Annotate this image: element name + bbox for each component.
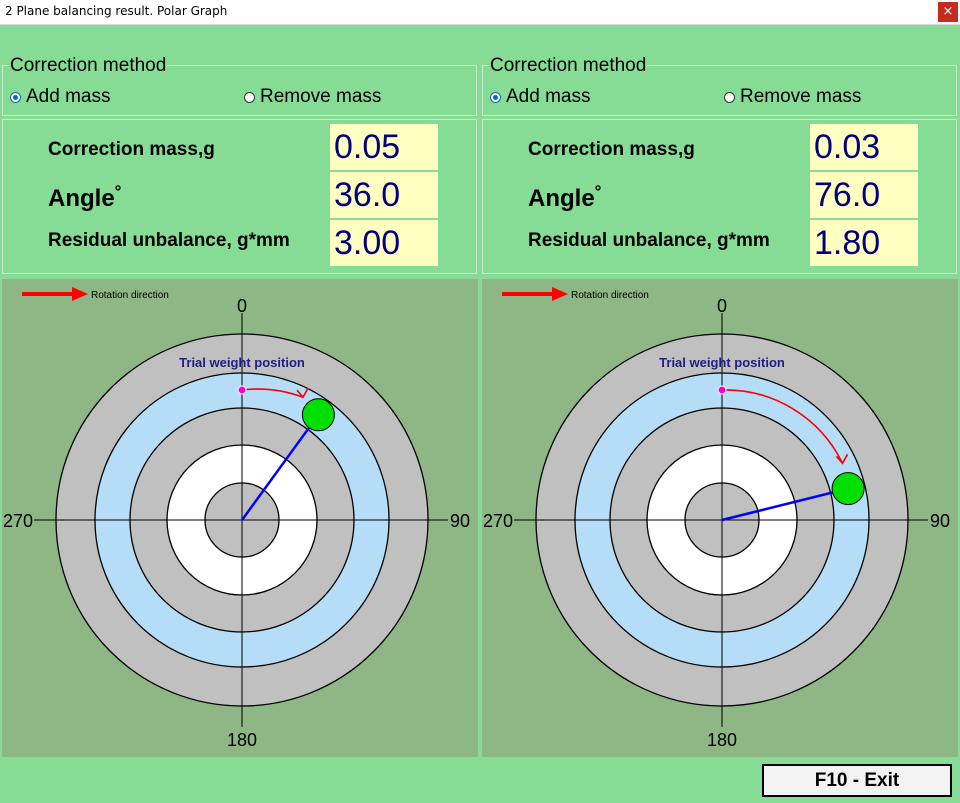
- plane-2-panel: Correction method Add mass Remove mass C…: [480, 25, 958, 758]
- rotation-arc-arrowhead-icon: [296, 387, 309, 399]
- remove-mass-radio[interactable]: Remove mass: [724, 86, 861, 108]
- correction-vector: [240, 414, 320, 521]
- trial-weight-label: Trial weight position: [179, 355, 305, 370]
- radio-unchecked-icon: [244, 91, 255, 103]
- radio-checked-icon: [490, 91, 501, 103]
- rotation-direction-label: Rotation direction: [91, 290, 169, 301]
- remove-mass-radio[interactable]: Remove mass: [244, 86, 381, 108]
- add-mass-radio[interactable]: Add mass: [490, 86, 590, 108]
- radio-checked-icon: [10, 91, 21, 103]
- window-title: 2 Plane balancing result. Polar Graph: [5, 4, 228, 18]
- residual-unbalance-value: 3.00: [330, 220, 438, 266]
- angle-value: 36.0: [330, 172, 438, 218]
- polar-graph: Rotation direction 0 90 180 270 Trial weight …: [482, 279, 958, 757]
- axis-label-0: 0: [237, 296, 247, 316]
- close-button[interactable]: ×: [938, 2, 958, 22]
- rotation-arc-arrowhead-icon: [835, 453, 849, 465]
- title-bar: 2 Plane balancing result. Polar Graph ×: [0, 0, 960, 25]
- axis-label-90: 90: [930, 511, 950, 531]
- polar-graph: Rotation direction 0 90 180 270 Trial weight …: [2, 279, 478, 757]
- axis-label-0: 0: [717, 296, 727, 316]
- add-mass-label: Add mass: [26, 86, 111, 107]
- axis-label-180: 180: [707, 730, 737, 750]
- correction-mass-label: Correction mass,g: [48, 139, 215, 160]
- rotation-arc: [721, 389, 844, 464]
- correction-method-title: Correction method: [489, 55, 648, 77]
- axis-label-180: 180: [227, 730, 257, 750]
- correction-mass-marker: [301, 398, 335, 432]
- exit-button[interactable]: F10 - Exit: [762, 764, 952, 797]
- rotation-direction-label: Rotation direction: [571, 290, 649, 301]
- angle-label: Angle°: [528, 182, 602, 212]
- rotation-arrowhead-icon: [72, 287, 88, 301]
- correction-mass-value: 0.03: [810, 124, 918, 170]
- correction-mass-label: Correction mass,g: [528, 139, 695, 160]
- trial-weight-label: Trial weight position: [659, 355, 785, 370]
- results-group: [2, 119, 477, 274]
- axis-label-270: 270: [483, 511, 513, 531]
- trial-weight-dot: [237, 385, 247, 395]
- remove-mass-label: Remove mass: [260, 86, 382, 107]
- radio-unchecked-icon: [724, 91, 735, 103]
- correction-method-group: [482, 65, 957, 116]
- axis-label-90: 90: [450, 511, 470, 531]
- residual-unbalance-label: Residual unbalance, g*mm: [48, 230, 290, 251]
- degree-symbol: °: [114, 182, 122, 201]
- residual-unbalance-value: 1.80: [810, 220, 918, 266]
- rotation-arrowhead-icon: [552, 287, 568, 301]
- add-mass-label: Add mass: [506, 86, 591, 107]
- correction-mass-marker: [831, 472, 865, 506]
- residual-unbalance-label: Residual unbalance, g*mm: [528, 230, 770, 251]
- trial-weight-dot: [717, 385, 727, 395]
- correction-mass-value: 0.05: [330, 124, 438, 170]
- angle-value: 76.0: [810, 172, 918, 218]
- remove-mass-label: Remove mass: [740, 86, 862, 107]
- angle-label: Angle°: [48, 182, 122, 212]
- plane-1-panel: Correction method Add mass Remove mass C…: [0, 25, 478, 758]
- correction-method-title: Correction method: [9, 55, 168, 77]
- degree-symbol: °: [594, 182, 602, 201]
- correction-vector: [721, 487, 849, 522]
- results-group: [482, 119, 957, 274]
- axis-label-270: 270: [3, 511, 33, 531]
- correction-method-group: [2, 65, 477, 116]
- add-mass-radio[interactable]: Add mass: [10, 86, 110, 108]
